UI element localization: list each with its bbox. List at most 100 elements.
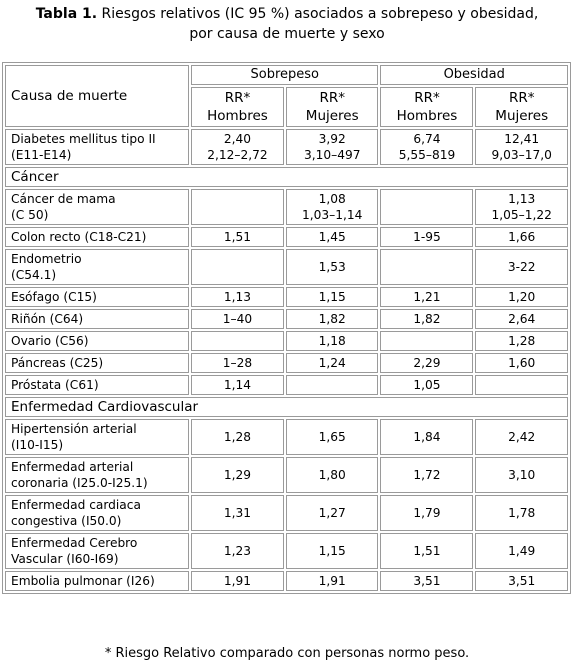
value-line: 1,05 [413,378,441,392]
table-row: Embolia pulmonar (I26) 1,91 1,91 3,51 3,51 [5,571,568,591]
value-cell: 1,79 [380,495,474,531]
cause-line: Enfermedad cardiaca [11,498,141,512]
value-line: 1,03–1,14 [302,208,363,222]
cause-line: Esófago (C15) [11,290,97,304]
header-sub-line: RR* [224,90,251,106]
header-sub: RR* Mujeres [285,87,379,127]
value-cell: 1,66 [475,227,568,247]
header-sub-line: Hombres [207,108,268,124]
cause-cell: Enfermedad Cerebro Vascular (I60-I69) [5,533,189,569]
value-line: 5,55–819 [398,148,456,162]
caption-line-1: Tabla 1. Riesgos relativos (IC 95 %) aso… [0,4,574,24]
cause-cell: Colon recto (C18-C21) [5,227,189,247]
value-cell [191,189,284,225]
value-line: 1,21 [413,290,441,304]
value-cell: 1,82 [285,309,379,329]
value-cell: 1,08 1,03–1,14 [285,189,379,225]
cause-line: Embolia pulmonar (I26) [11,574,155,588]
value-cell: 2,64 [475,309,568,329]
table-row: Enfermedad Cerebro Vascular (I60-I69) 1,23… [5,533,568,569]
table-header: Causa de muerte Sobrepeso Obesidad RR* Ho… [5,65,568,127]
value-cell: 1-95 [380,227,474,247]
value-line: 1,66 [508,230,536,244]
value-cell: 1,78 [475,495,568,531]
value-cell: 1,51 [380,533,474,569]
value-line: 1–28 [222,356,253,370]
cause-cell: Enfermedad cardiaca congestiva (I50.0) [5,495,189,531]
table-row: Endometrio (C54.1) 1,53 3-22 [5,249,568,285]
value-line: 1,13 [223,290,252,304]
cause-line: Próstata (C61) [11,378,99,392]
cause-line: Páncreas (C25) [11,356,104,370]
table-body: Diabetes mellitus tipo II (E11-E14) 2,40 2,… [5,129,568,591]
value-cell: 3,10 [475,457,568,493]
value-line: 1,31 [223,506,252,520]
table-row: Próstata (C61) 1,14 1,05 [5,375,568,395]
header-group-sobrepeso: Sobrepeso [191,65,379,85]
value-cell: 2,29 [380,353,474,373]
cause-cell: Embolia pulmonar (I26) [5,571,189,591]
value-line: 1,78 [508,506,536,520]
value-cell: 2,40 2,12–2,72 [191,129,284,165]
header-group-obesidad: Obesidad [380,65,568,85]
value-cell: 1,28 [191,419,284,455]
value-cell: 1–40 [191,309,284,329]
value-line: 1,53 [318,260,346,274]
value-cell: 1,15 [285,533,379,569]
value-cell: 1,29 [191,457,284,493]
table-row: Hipertensión arterial (I10-I15) 1,28 1,65 1,… [5,419,568,455]
value-line: 3-22 [507,260,536,274]
cause-line: Ovario (C56) [11,334,89,348]
table-row: Diabetes mellitus tipo II (E11-E14) 2,40 2,… [5,129,568,165]
value-line: 1,23 [223,544,252,558]
value-cell: 3,51 [380,571,474,591]
table-caption: Tabla 1. Riesgos relativos (IC 95 %) aso… [0,4,574,44]
header-sub: RR* Mujeres [475,87,568,127]
cause-line: Riñón (C64) [11,312,84,326]
value-cell: 3,51 [475,571,568,591]
value-line: 1,49 [508,544,536,558]
value-line: 1,79 [413,506,441,520]
value-cell: 1,53 [285,249,379,285]
value-line: 1,15 [318,544,346,558]
value-line: 1,91 [223,574,252,588]
cause-cell: Endometrio (C54.1) [5,249,189,285]
value-cell [380,249,474,285]
cause-cell: Cáncer de mama (C 50) [5,189,189,225]
value-cell: 1,91 [191,571,284,591]
table-row: Enfermedad arterial coronaria (I25.0-I25.… [5,457,568,493]
value-cell: 1,05 [380,375,474,395]
caption-title: Riesgos relativos (IC 95 %) asociados a … [101,6,539,22]
cause-cell: Enfermedad arterial coronaria (I25.0-I25.… [5,457,189,493]
value-line: 1,84 [413,430,441,444]
cause-line: Enfermedad Cerebro [11,536,138,550]
value-cell: 1,21 [380,287,474,307]
cause-line: (E11-E14) [11,148,72,162]
cause-cell: Esófago (C15) [5,287,189,307]
table-row: Cáncer de mama (C 50) 1,08 1,03–1,14 1,13 1,0… [5,189,568,225]
cause-cell: Hipertensión arterial (I10-I15) [5,419,189,455]
value-cell: 1,84 [380,419,474,455]
value-cell: 1,72 [380,457,474,493]
value-cell: 2,42 [475,419,568,455]
cause-line: Diabetes mellitus tipo II [11,132,156,146]
header-sub-line: RR* [508,90,535,106]
header-sub-line: RR* [319,90,345,106]
value-line: 1,80 [318,468,346,482]
value-cell: 1,15 [285,287,379,307]
value-cell: 1,80 [285,457,379,493]
table-row: Esófago (C15) 1,13 1,15 1,21 1,20 [5,287,568,307]
header-row-groups: Causa de muerte Sobrepeso Obesidad [5,65,568,127]
value-cell: 1,14 [191,375,284,395]
table-row: Páncreas (C25) 1–28 1,24 2,29 1,60 [5,353,568,373]
value-cell [285,375,379,395]
value-cell: 1,28 [475,331,568,351]
table-row: Ovario (C56) 1,18 1,28 [5,331,568,351]
value-line: 3,10 [508,468,536,482]
value-line: 9,03–17,0 [491,148,552,162]
section-row: Cáncer [5,167,568,187]
cause-line: Enfermedad arterial [11,460,134,474]
value-line: 1,28 [508,334,536,348]
value-line: 2,42 [508,430,536,444]
value-line: 2,29 [413,356,441,370]
